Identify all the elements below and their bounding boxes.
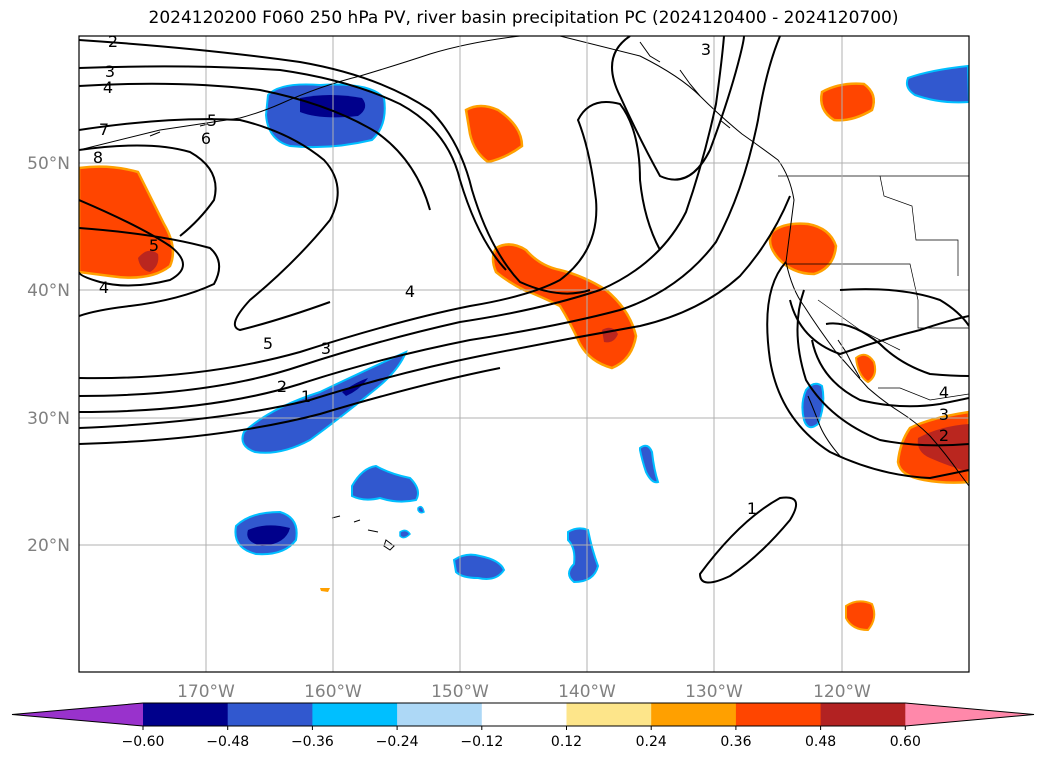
contour-label: 8 [93,148,103,167]
contour-label: 4 [939,383,949,402]
contour-label: 6 [201,129,211,148]
lon-tick-label: 150°W [431,682,489,702]
contour-label: 5 [207,111,217,130]
colorbar-tick-label: 0.36 [720,734,751,750]
colorbar-segment [312,703,398,726]
colorbar-segment [820,703,906,726]
contour-label: 2 [939,426,949,445]
contour-label: 3 [105,62,115,81]
colorbar-tick-label: 0.12 [551,734,582,750]
contour-label: 1 [747,499,757,518]
positive-precip-patches [79,82,969,632]
colorbar-extend-high [905,703,1034,726]
lon-tick-label: 170°W [177,682,235,702]
map-frame [78,35,970,673]
lon-tick-label: 120°W [813,682,871,702]
contour-label: 3 [701,40,711,59]
lat-tick-labels: 20°N 30°N 40°N 50°N [27,154,70,556]
colorbar-tick-label: −0.60 [122,734,165,750]
lat-tick-label: 30°N [27,409,70,429]
lon-tick-label: 130°W [685,682,743,702]
lat-tick-label: 20°N [27,536,70,556]
colorbar-extend-low [12,703,143,726]
contour-label: 2 [108,32,118,51]
pv-contour-labels: 2 3 4 7 5 6 8 5 4 4 5 3 2 1 3 1 4 3 2 [93,32,949,518]
pv-contours [79,36,969,584]
colorbar-segment [481,703,567,726]
lon-tick-labels: 170°W 160°W 150°W 140°W 130°W 120°W [177,682,871,702]
negative-precip-patches [234,64,969,584]
coastlines [79,36,969,551]
colorbar-segment [397,703,483,726]
colorbar-segment [227,703,313,726]
colorbar: −0.60 −0.48 −0.36 −0.24 −0.12 0.12 0.24 0.36 0.4… [11,702,1035,750]
lon-tick-label: 140°W [558,682,616,702]
contour-label: 3 [939,405,949,424]
lat-tick-label: 40°N [27,281,70,301]
contour-label: 2 [277,377,287,396]
contour-label: 7 [99,120,109,139]
colorbar-tick-label: 0.24 [636,734,667,750]
contour-label: 1 [301,387,311,406]
colorbar-tick-label: −0.48 [206,734,249,750]
contour-label: 5 [263,334,273,353]
colorbar-segment [143,703,229,726]
map-area: 2 3 4 7 5 6 8 5 4 4 5 3 2 1 3 1 4 3 2 [79,32,969,672]
colorbar-segment [566,703,652,726]
contour-label: 5 [149,236,159,255]
contour-label: 4 [405,282,415,301]
colorbar-tick-label: 0.60 [890,734,921,750]
contour-label: 3 [321,339,331,358]
gridlines [79,36,969,672]
colorbar-tick-label: −0.36 [291,734,334,750]
chart-title: 2024120200 F060 250 hPa PV, river basin … [148,8,899,28]
colorbar-segment [735,703,822,726]
lat-tick-label: 50°N [27,154,70,174]
colorbar-tick-label: −0.12 [460,734,503,750]
colorbar-segment [651,703,737,726]
contour-label: 4 [103,78,113,97]
colorbar-tick-label: 0.48 [805,734,836,750]
contour-label: 4 [99,278,109,297]
colorbar-tick-label: −0.24 [376,734,419,750]
lon-tick-label: 160°W [304,682,362,702]
